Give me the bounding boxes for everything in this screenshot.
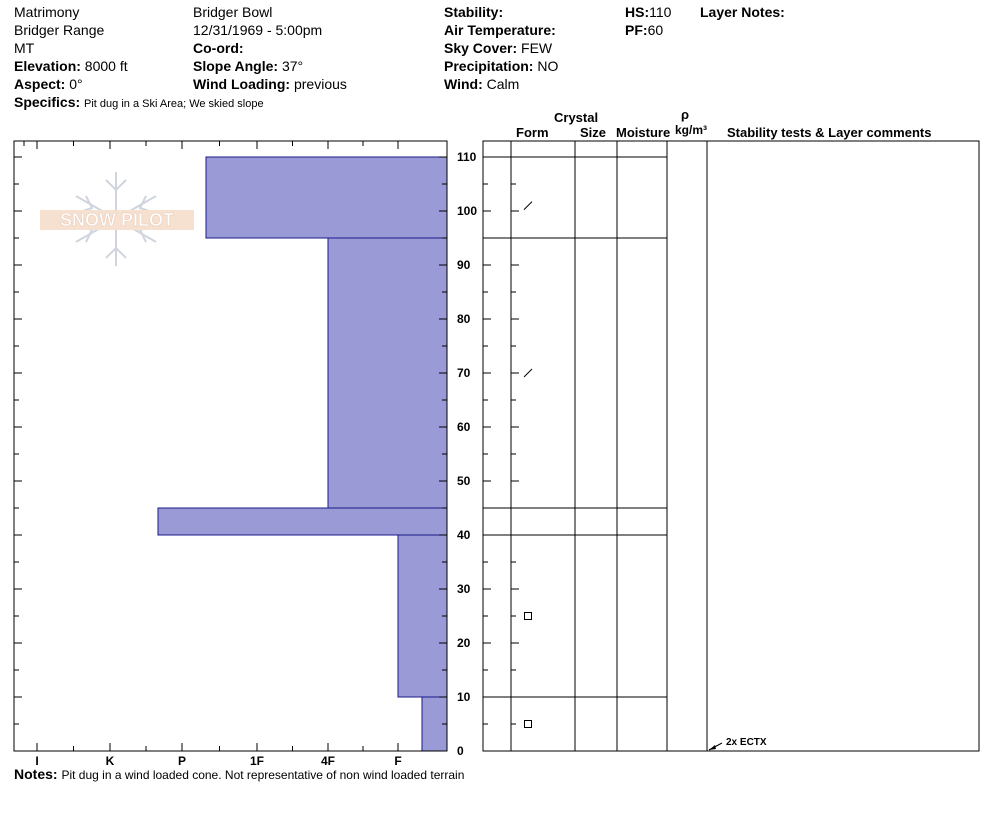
wind-loading-field: Wind Loading: previous xyxy=(193,75,347,93)
sky-cover-label: Sky Cover: xyxy=(444,40,518,56)
depth-tick-label: 90 xyxy=(457,258,471,272)
precipitation-value: NO xyxy=(537,58,559,74)
precipitation-label: Precipitation: xyxy=(444,58,534,74)
depth-tick-label: 80 xyxy=(457,312,471,326)
depth-tick-label: 110 xyxy=(457,150,477,164)
hs-label: HS: xyxy=(625,4,650,20)
hardness-tick-label: 4F xyxy=(321,754,335,768)
moisture-header: Moisture xyxy=(616,125,671,140)
layer-table-frame xyxy=(482,140,980,752)
hardness-bar xyxy=(157,507,448,536)
faceted-crystal-icon xyxy=(524,612,532,620)
crystal-header: Crystal xyxy=(554,110,599,125)
density-unit: kg/m³ xyxy=(675,123,708,137)
pf-label: PF: xyxy=(625,22,648,38)
location-name: Matrimony xyxy=(14,4,80,20)
sky-cover-field: Sky Cover: FEW xyxy=(444,39,552,57)
stability-label: Stability: xyxy=(444,4,504,20)
depth-tick-label: 30 xyxy=(457,582,471,596)
wind-label: Wind: xyxy=(444,76,483,92)
depth-tick-label: 10 xyxy=(457,690,471,704)
hardness-tick-label: P xyxy=(178,754,186,768)
aspect-field: Aspect: 0° xyxy=(14,75,83,93)
observation-datetime: 12/31/1969 - 5:00pm xyxy=(193,22,323,38)
snowpilot-logo: SNOW PILOT xyxy=(40,172,194,266)
slope-field: Slope Angle: 37° xyxy=(193,57,303,75)
wind-field: Wind: Calm xyxy=(444,75,519,93)
specifics-label: Specifics: xyxy=(14,94,81,110)
notes-value: Pit dug in a wind loaded cone. Not repre… xyxy=(61,768,465,782)
pf-field: PF:60 xyxy=(625,21,663,39)
depth-tick-label: 100 xyxy=(457,204,477,218)
hardness-tick-label: F xyxy=(394,754,401,768)
layer-notes-label: Layer Notes: xyxy=(700,4,785,20)
elevation-field: Elevation: 8000 ft xyxy=(14,57,128,75)
form-header: Form xyxy=(516,125,549,140)
hardness-tick-label: I xyxy=(35,754,38,768)
depth-tick-label: 20 xyxy=(457,636,471,650)
depth-tick-label: 0 xyxy=(457,744,464,758)
depth-tick-label: 70 xyxy=(457,366,471,380)
precipitation-field: Precipitation: NO xyxy=(444,57,558,75)
range-name: Bridger Range xyxy=(14,22,105,38)
size-header: Size xyxy=(580,125,607,140)
coord-label: Co-ord: xyxy=(193,40,244,56)
hardness-bar xyxy=(327,237,448,509)
hardness-bar xyxy=(397,534,448,698)
depth-tick-label: 50 xyxy=(457,474,471,488)
sky-cover-value: FEW xyxy=(521,40,553,56)
notes-label: Notes: xyxy=(14,766,58,782)
wind-loading-label: Wind Loading: xyxy=(193,76,291,92)
wind-value: Calm xyxy=(486,76,520,92)
stability-test-label: 2x ECTX xyxy=(726,737,767,748)
wind-loading-value: previous xyxy=(293,76,347,92)
aspect-value: 0° xyxy=(69,76,83,92)
density-symbol: ρ xyxy=(681,107,690,122)
elevation-value: 8000 ft xyxy=(84,58,128,74)
hardness-bar xyxy=(205,156,448,239)
notes-field: Notes: Pit dug in a wind loaded cone. No… xyxy=(14,765,464,784)
hardness-plot-frame xyxy=(13,140,448,752)
slope-label: Slope Angle: xyxy=(193,58,279,74)
elevation-label: Elevation: xyxy=(14,58,81,74)
specifics-field: Specifics: Pit dug in a Ski Area; We ski… xyxy=(14,93,264,113)
hardness-tick-label: 1F xyxy=(250,754,264,768)
aspect-label: Aspect: xyxy=(14,76,66,92)
slope-value: 37° xyxy=(281,58,304,74)
depth-tick-label: 40 xyxy=(457,528,471,542)
area-name: Bridger Bowl xyxy=(193,4,273,20)
logo-text: SNOW PILOT xyxy=(60,210,174,230)
decomposing-crystal-icon xyxy=(523,368,533,378)
decomposing-crystal-icon xyxy=(523,201,533,210)
faceted-crystal-icon xyxy=(524,720,532,728)
stability-comments-header: Stability tests & Layer comments xyxy=(727,125,932,140)
air-temp-label: Air Temperature: xyxy=(444,22,556,38)
logo-banner xyxy=(40,210,194,230)
depth-tick-label: 60 xyxy=(457,420,471,434)
hs-field: HS:110 xyxy=(625,3,671,21)
hs-value: 110 xyxy=(649,4,672,20)
hardness-tick-label: K xyxy=(106,754,115,768)
state-name: MT xyxy=(14,40,35,56)
pf-value: 60 xyxy=(647,22,664,38)
specifics-value: Pit dug in a Ski Area; We skied slope xyxy=(84,98,264,110)
stability-test-arrowhead xyxy=(709,745,716,750)
